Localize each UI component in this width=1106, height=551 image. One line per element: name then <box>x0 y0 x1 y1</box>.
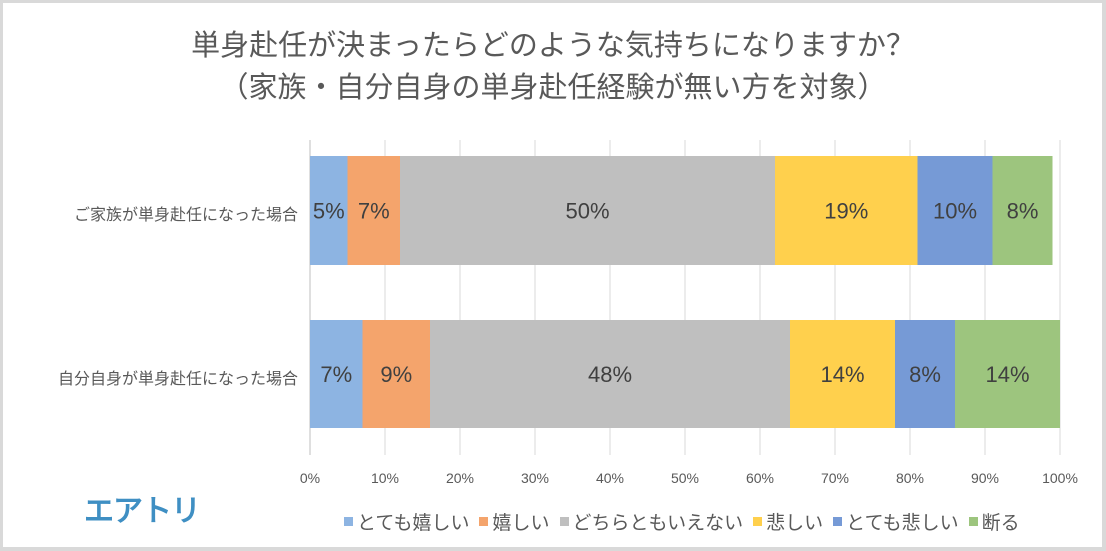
x-tick-label: 100% <box>1042 470 1078 486</box>
legend-label: とても悲しい <box>846 512 959 534</box>
bar-segment <box>992 156 1053 265</box>
bar-segment <box>430 320 790 428</box>
x-tick-label: 60% <box>745 470 775 486</box>
x-tick-label: 0% <box>299 470 321 486</box>
bar-segment <box>362 320 430 428</box>
data-label: 14% <box>985 362 1029 387</box>
data-label: 9% <box>380 362 412 387</box>
data-label: 48% <box>588 362 632 387</box>
data-label: 8% <box>909 362 941 387</box>
legend-label: どちらともいえない <box>572 512 744 534</box>
bar-segment <box>400 156 775 265</box>
legend-item: どちらともいえない <box>559 508 744 535</box>
legend-item: とても嬉しい <box>344 508 469 535</box>
data-label: 7% <box>358 199 390 224</box>
chart-subtitle: （家族・自分自身の単身赴任経験が無い方を対象） <box>219 70 887 104</box>
data-label: 7% <box>320 362 352 387</box>
bar-segment <box>347 156 400 265</box>
data-label: 10% <box>933 199 977 224</box>
x-tick-label: 90% <box>970 470 1000 486</box>
legend-label: とても嬉しい <box>357 512 470 534</box>
x-tick-label: 30% <box>520 470 550 486</box>
legend-swatch <box>968 517 978 526</box>
category-label: 自分自身が単身赴任になった場合 <box>57 369 298 388</box>
x-tick-label: 50% <box>670 470 700 486</box>
legend: とても嬉しい 嬉しい どちらともいえない 悲しい とても悲しい 断る <box>344 508 1030 535</box>
bar-segment <box>310 156 348 265</box>
bar-segment <box>790 320 895 428</box>
legend-swatch <box>559 517 569 526</box>
bar-segment <box>310 320 363 428</box>
legend-swatch <box>753 517 763 526</box>
legend-swatch <box>344 517 353 526</box>
bar-segment <box>955 320 1060 428</box>
legend-label: 断る <box>981 512 1020 534</box>
category-label: ご家族が単身赴任になった場合 <box>73 205 298 224</box>
x-tick-label: 20% <box>445 470 475 486</box>
chart-title: 単身赴任が決まったらどのような気持ちになりますか？ <box>191 28 915 62</box>
legend-swatch <box>479 517 489 526</box>
legend-item: 嬉しい <box>479 508 550 535</box>
bar-segment <box>895 320 955 428</box>
legend-item: とても悲しい <box>833 508 959 535</box>
x-tick-label: 70% <box>820 470 850 486</box>
legend-item: 断る <box>968 508 1020 535</box>
legend-item: 悲しい <box>753 508 823 535</box>
legend-swatch <box>833 517 843 526</box>
bar-segment <box>917 156 993 265</box>
legend-label: 悲しい <box>766 512 824 534</box>
data-label: 14% <box>820 362 864 387</box>
x-tick-label: 40% <box>595 470 625 486</box>
data-label: 50% <box>565 199 609 224</box>
legend-label: 嬉しい <box>492 512 550 534</box>
data-label: 19% <box>824 199 868 224</box>
x-tick-label: 10% <box>370 470 400 486</box>
data-label: 5% <box>313 199 345 224</box>
data-label: 8% <box>1007 199 1039 224</box>
x-tick-label: 80% <box>895 470 925 486</box>
chart-frame <box>3 3 1102 547</box>
brand-logo: エアトリ <box>84 494 201 529</box>
bar-segment <box>775 156 918 265</box>
